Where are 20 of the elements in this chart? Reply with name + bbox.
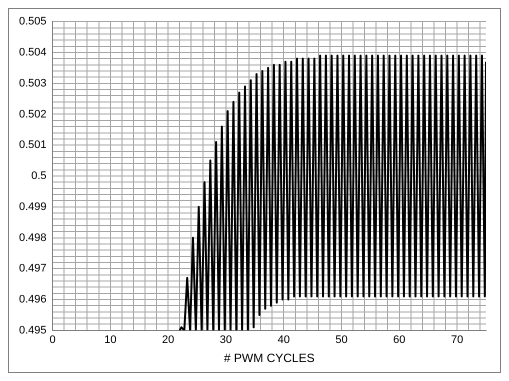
y-tick-label: 0.502 — [18, 108, 47, 120]
y-tick-label: 0.505 — [18, 16, 47, 28]
y-tick-label: 0.499 — [18, 200, 47, 213]
x-tick-label: 60 — [393, 334, 406, 346]
x-tick-label: 30 — [220, 334, 232, 346]
x-tick-label: 40 — [278, 334, 290, 346]
x-tick-label: 0 — [49, 334, 56, 346]
x-axis-title: # PWM CYCLES — [224, 351, 315, 366]
y-tick-label: 0.504 — [18, 46, 47, 59]
x-tick-label: 50 — [335, 334, 348, 346]
x-tick-label: 20 — [162, 334, 174, 346]
x-tick-label: 70 — [450, 334, 464, 346]
y-tick-label: 0.503 — [18, 77, 47, 90]
x-tick-label: 10 — [104, 334, 116, 346]
y-tick-label: 0.497 — [18, 262, 47, 275]
y-tick-label: 0.498 — [18, 232, 47, 244]
y-tick-label: 0.5 — [31, 170, 47, 182]
y-tick-label: 0.495 — [18, 324, 47, 336]
y-tick-label: 0.496 — [18, 294, 47, 306]
y-tick-label: 0.501 — [18, 139, 47, 152]
